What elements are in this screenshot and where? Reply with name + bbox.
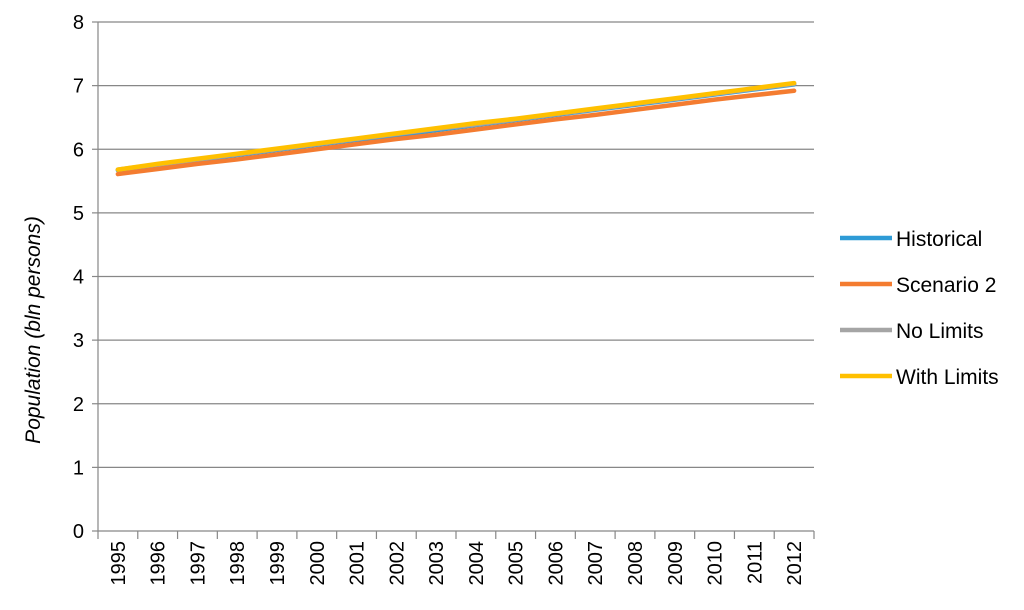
series-lines	[115, 80, 797, 177]
x-tick-label: 1998	[227, 541, 249, 586]
y-tick-label: 4	[73, 267, 84, 289]
y-tick-label: 6	[73, 139, 84, 161]
x-tick-label: 2012	[784, 541, 806, 586]
axes: 0 1 2 3 4 5 6 7 8 1995 1996 1997 1998 1999 2000 2001 200…	[73, 12, 815, 586]
x-tick-label: 2005	[506, 541, 528, 586]
legend: Historical Scenario 2 No Limits With Limits	[840, 228, 999, 389]
x-tick-label: 2001	[347, 541, 369, 586]
y-tick-label: 7	[73, 76, 84, 98]
x-tick-label: 2009	[665, 541, 687, 586]
legend-label-scenario-2: Scenario 2	[896, 274, 996, 297]
gridlines	[98, 21, 814, 468]
x-tick-label: 2007	[585, 541, 607, 586]
y-tick-label: 2	[73, 394, 84, 416]
series-line-with-limits	[115, 80, 797, 172]
y-tick-label: 0	[73, 521, 84, 543]
y-tick-label: 8	[73, 12, 84, 34]
y-tick-label: 5	[73, 203, 84, 225]
legend-label-with-limits: With Limits	[896, 366, 999, 389]
x-tick-label: 2002	[386, 541, 408, 586]
series-line-scenario-2	[115, 88, 797, 177]
x-tick-label: 2006	[545, 541, 567, 586]
x-tick-label: 2000	[307, 541, 329, 586]
x-tick-label: 2008	[625, 541, 647, 586]
x-tick-label: 2003	[426, 541, 448, 586]
x-tick-label: 1999	[267, 541, 289, 586]
legend-label-no-limits: No Limits	[896, 320, 984, 343]
x-tick-label: 2011	[744, 541, 766, 584]
y-tick-label: 1	[73, 457, 84, 479]
x-tick-label: 1996	[148, 541, 170, 586]
x-tick-label: 1997	[187, 541, 209, 586]
x-tick-label: 2010	[705, 541, 727, 586]
y-tick-label: 3	[73, 330, 84, 352]
y-axis-title: Population (bln persons)	[22, 216, 45, 444]
x-tick-label: 1995	[108, 541, 130, 586]
legend-label-historical: Historical	[896, 228, 982, 251]
x-tick-label: 2004	[466, 541, 488, 586]
